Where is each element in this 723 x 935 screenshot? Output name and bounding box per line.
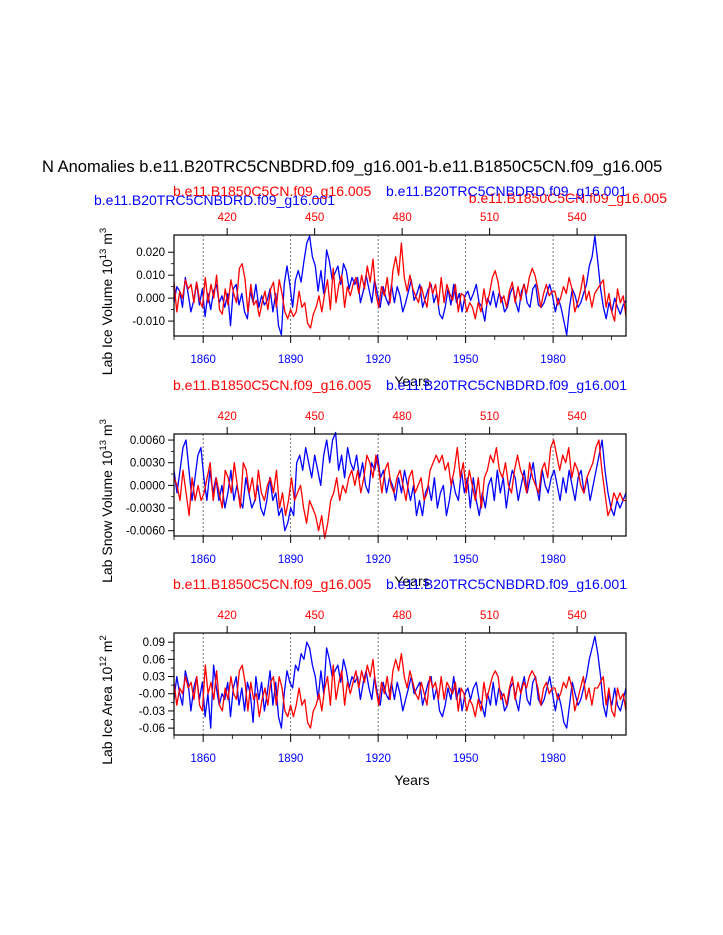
top-tick-label: 420 xyxy=(218,610,237,622)
top-tick-label: 510 xyxy=(480,411,499,423)
top-tick-label: 540 xyxy=(568,212,587,224)
y-tick-label: -0.0030 xyxy=(126,503,165,515)
x-tick-label: 1890 xyxy=(278,354,304,366)
series-line-red xyxy=(173,652,627,729)
top-tick-label: 480 xyxy=(393,212,412,224)
y-tick-label: -0.03 xyxy=(139,706,165,718)
top-tick-label: 480 xyxy=(393,411,412,423)
y-tick-label: 0.09 xyxy=(143,637,165,649)
series-line-red xyxy=(173,439,626,539)
x-tick-label: 1920 xyxy=(365,354,391,366)
y-tick-label: -0.06 xyxy=(139,723,165,735)
y-axis-title: Lab Ice Volume 1013 m3 xyxy=(98,228,115,375)
y-tick-label: 0.03 xyxy=(143,672,165,684)
x-tick-label: 1860 xyxy=(190,753,216,765)
top-tick-label: 540 xyxy=(568,610,587,622)
top-label-blue: b.e11.B20TRC5CNBDRD.f09_g16.001 xyxy=(386,576,627,592)
x-tick-label: 1890 xyxy=(278,554,304,566)
top-tick-label: 510 xyxy=(480,610,499,622)
x-tick-label: 1890 xyxy=(278,753,304,765)
x-tick-label: 1950 xyxy=(453,354,479,366)
y-tick-label: 0.06 xyxy=(143,654,165,666)
y-tick-label: -0.010 xyxy=(132,316,165,328)
x-tick-label: 1860 xyxy=(190,554,216,566)
x-tick-label: 1950 xyxy=(453,753,479,765)
header-label-red: b.e11.B1850C5CN.f09_g16.005 xyxy=(469,190,667,206)
top-tick-label: 450 xyxy=(305,411,324,423)
y-axis-title: Lab Snow Volume 1013 m3 xyxy=(98,419,115,583)
x-tick-label: 1980 xyxy=(540,753,566,765)
y-tick-label: 0.0000 xyxy=(130,480,165,492)
plot-frame xyxy=(173,234,627,337)
series-line-red xyxy=(173,242,627,329)
top-tick-label: 540 xyxy=(568,411,587,423)
top-tick-label: 480 xyxy=(393,610,412,622)
top-tick-label: 450 xyxy=(305,610,324,622)
top-tick-label: 510 xyxy=(480,212,499,224)
page-title: N Anomalies b.e11.B20TRC5CNBDRD.f09_g16.… xyxy=(42,158,662,176)
top-tick-label: 450 xyxy=(305,212,324,224)
top-label-red: b.e11.B1850C5CN.f09_g16.005 xyxy=(173,183,371,199)
x-tick-label: 1980 xyxy=(540,554,566,566)
y-tick-label: 0.020 xyxy=(136,247,165,259)
x-axis-title: Years xyxy=(394,573,429,589)
x-tick-label: 1950 xyxy=(453,554,479,566)
plot-frame xyxy=(173,632,627,736)
panel-snow-volume: b.e11.B1850C5CN.f09_g16.005 b.e11.B20TRC5… xyxy=(98,377,627,589)
top-label-red: b.e11.B1850C5CN.f09_g16.005 xyxy=(173,377,371,393)
y-tick-label: 0.010 xyxy=(136,270,165,282)
x-tick-label: 1920 xyxy=(365,554,391,566)
x-axis-title: Years xyxy=(394,373,429,389)
panel-ice-volume: b.e11.B1850C5CN.f09_g16.005 b.e11.B20TRC5… xyxy=(98,183,627,389)
header-label-blue: b.e11.B20TRC5CNBDRD.f09_g16.001 xyxy=(94,192,335,208)
top-label-blue: b.e11.B20TRC5CNBDRD.f09_g16.001 xyxy=(386,377,627,393)
top-label-blue: b.e11.B20TRC5CNBDRD.f09_g16.001 xyxy=(386,183,627,199)
series-line-blue xyxy=(173,235,627,336)
x-axis-title: Years xyxy=(394,772,429,788)
top-tick-label: 420 xyxy=(218,411,237,423)
y-tick-label: -0.0060 xyxy=(126,526,165,538)
panel-ice-area: b.e11.B1850C5CN.f09_g16.005 b.e11.B20TRC5… xyxy=(98,576,627,788)
y-axis-title: Lab Ice Area 1012 m2 xyxy=(98,635,115,765)
x-tick-label: 1980 xyxy=(540,354,566,366)
series-line-blue xyxy=(173,431,627,532)
x-tick-label: 1920 xyxy=(365,753,391,765)
series-line-blue xyxy=(173,635,627,729)
top-label-red: b.e11.B1850C5CN.f09_g16.005 xyxy=(173,576,371,592)
top-tick-label: 420 xyxy=(218,212,237,224)
y-tick-label: 0.0060 xyxy=(130,435,165,447)
x-tick-label: 1860 xyxy=(190,354,216,366)
y-tick-label: 0.000 xyxy=(136,293,165,305)
y-tick-label: -0.00 xyxy=(139,689,165,701)
y-tick-label: 0.0030 xyxy=(130,458,165,470)
